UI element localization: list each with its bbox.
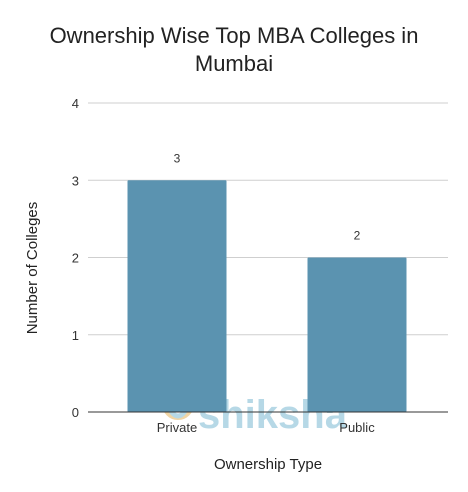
x-tick-label: Public <box>339 420 375 435</box>
y-tick-label: 3 <box>72 173 79 188</box>
chart-title: Ownership Wise Top MBA Colleges in Mumba… <box>49 23 419 76</box>
bars <box>127 180 407 412</box>
x-axis-title: Ownership Type <box>214 456 322 473</box>
y-tick-label: 4 <box>72 96 79 111</box>
y-tick-label: 0 <box>72 405 79 420</box>
y-tick-label: 1 <box>72 328 79 343</box>
data-label: 2 <box>354 229 361 243</box>
bar-public <box>307 257 407 412</box>
x-tick-label: Private <box>157 420 197 435</box>
data-label: 3 <box>174 151 181 165</box>
labels: 0 1 2 3 4 3 Private 2 Public <box>72 96 375 435</box>
y-tick-label: 2 <box>72 251 79 266</box>
bar-private <box>127 180 227 412</box>
y-axis-title: Number of Colleges <box>24 202 41 335</box>
